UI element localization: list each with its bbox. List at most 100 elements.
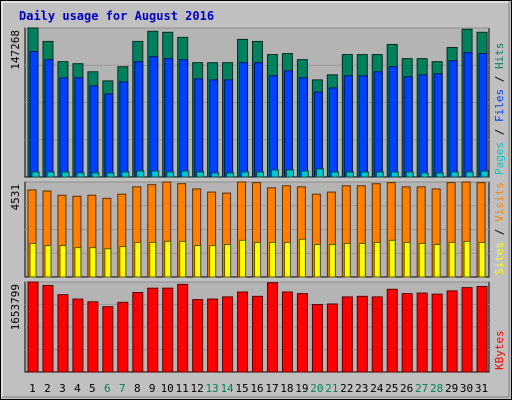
bar-sites-day-11 — [179, 240, 187, 278]
bar-kbytes-day-9 — [147, 287, 159, 373]
bar-pages-day-9 — [151, 170, 160, 178]
panel-3: 1653799 — [9, 281, 490, 373]
bar-kbytes-day-25 — [386, 288, 398, 373]
bar-files-day-3 — [59, 77, 69, 178]
x-tick-label-day-26: 26 — [400, 382, 413, 395]
bar-pages-day-11 — [181, 170, 190, 178]
bar-kbytes-day-2 — [42, 284, 54, 373]
bar-kbytes-day-19 — [296, 293, 308, 373]
bar-pages-day-23 — [360, 171, 369, 178]
x-tick-label-day-27: 27 — [415, 382, 428, 395]
bar-pages-day-25 — [390, 171, 399, 178]
bar-sites-day-9 — [149, 241, 157, 278]
bar-sites-day-1 — [29, 242, 37, 278]
bar-files-day-11 — [179, 59, 189, 178]
bar-kbytes-day-22 — [341, 296, 353, 373]
bar-files-day-25 — [388, 66, 398, 178]
x-tick-label-day-11: 11 — [176, 382, 189, 395]
bar-files-day-22 — [343, 75, 353, 178]
bar-pages-day-24 — [375, 171, 384, 178]
bar-kbytes-day-12 — [192, 299, 204, 373]
bar-kbytes-day-18 — [281, 291, 293, 373]
bar-kbytes-day-7 — [117, 301, 129, 373]
bar-sites-day-2 — [44, 245, 52, 278]
bar-sites-day-26 — [403, 241, 411, 278]
bar-kbytes-day-24 — [371, 296, 383, 373]
bar-sites-day-21 — [328, 244, 336, 278]
bar-sites-day-6 — [104, 248, 112, 278]
x-tick-label-day-17: 17 — [265, 382, 278, 395]
bar-files-day-30 — [463, 52, 473, 178]
bar-files-day-27 — [418, 74, 428, 178]
bar-kbytes-day-31 — [476, 286, 488, 373]
bar-kbytes-day-17 — [266, 282, 278, 373]
bar-sites-day-12 — [194, 245, 202, 278]
bar-sites-day-13 — [209, 245, 217, 278]
x-tick-label-day-19: 19 — [295, 382, 308, 395]
x-tick-label-day-29: 29 — [445, 382, 458, 395]
bar-pages-day-22 — [345, 171, 354, 178]
bar-kbytes-day-30 — [461, 287, 473, 373]
x-tick-label-day-28: 28 — [430, 382, 443, 395]
bar-pages-day-1 — [31, 171, 40, 178]
bar-kbytes-day-11 — [177, 283, 189, 373]
bar-sites-day-4 — [74, 247, 82, 278]
bar-kbytes-day-6 — [102, 306, 114, 373]
bar-pages-day-20 — [315, 168, 324, 178]
bar-sites-day-3 — [59, 245, 67, 278]
x-tick-label-day-30: 30 — [460, 382, 473, 395]
bar-kbytes-day-27 — [416, 292, 428, 373]
bar-pages-day-19 — [300, 170, 309, 178]
x-tick-label-day-21: 21 — [325, 382, 338, 395]
bar-sites-day-17 — [268, 241, 276, 278]
bar-files-day-1 — [29, 51, 39, 178]
bar-kbytes-day-15 — [237, 291, 249, 373]
bar-files-day-28 — [433, 73, 443, 178]
bar-files-day-14 — [224, 79, 234, 178]
x-tick-label-day-1: 1 — [29, 382, 36, 395]
bar-pages-day-29 — [450, 171, 459, 178]
bar-pages-day-12 — [196, 171, 205, 178]
bar-pages-day-16 — [256, 171, 265, 178]
x-axis-labels: 1 2 3 4 5 6 7 8 9 10 11 12 13 14 15 16 17 18 19 20 21 22 23 24 2… — [29, 382, 488, 395]
bar-kbytes-day-10 — [162, 287, 174, 373]
bar-pages-day-28 — [435, 172, 444, 178]
bar-kbytes-day-21 — [326, 303, 338, 373]
bar-sites-day-15 — [239, 239, 247, 278]
x-tick-label-day-4: 4 — [74, 382, 81, 395]
x-tick-label-day-6: 6 — [104, 382, 111, 395]
legend-panel-3: KBytes — [493, 330, 506, 370]
panels-group: 147268 4531 1653799 — [9, 27, 490, 373]
bar-pages-day-26 — [405, 171, 414, 178]
bar-kbytes-day-3 — [57, 294, 69, 373]
legend-separator: / — [493, 222, 506, 242]
bar-files-day-12 — [194, 78, 204, 178]
bar-pages-day-8 — [136, 170, 145, 178]
bar-pages-day-18 — [285, 169, 294, 178]
x-tick-label-day-14: 14 — [220, 382, 234, 395]
legend-panel-2: Sites / Visits — [493, 182, 506, 275]
bar-pages-day-13 — [211, 172, 220, 178]
bar-pages-day-2 — [46, 171, 55, 178]
bar-files-day-4 — [74, 77, 84, 178]
bar-files-day-2 — [44, 59, 54, 178]
bar-sites-day-25 — [388, 239, 396, 278]
bar-files-day-31 — [478, 53, 488, 178]
bar-pages-day-7 — [121, 171, 130, 178]
x-tick-label-day-24: 24 — [370, 382, 384, 395]
bar-files-day-18 — [283, 70, 293, 178]
bar-kbytes-day-5 — [87, 301, 99, 373]
bar-kbytes-day-4 — [72, 298, 84, 373]
panel-1: 147268 — [9, 27, 490, 178]
bar-files-day-24 — [373, 71, 383, 178]
bar-sites-day-14 — [224, 244, 232, 278]
legend-item-sites: Sites — [493, 242, 506, 275]
bar-pages-day-15 — [241, 171, 250, 178]
x-tick-label-day-7: 7 — [119, 382, 126, 395]
legend-item-kbytes: KBytes — [493, 330, 506, 370]
x-tick-label-day-13: 13 — [205, 382, 218, 395]
bar-pages-day-17 — [270, 169, 279, 178]
bar-kbytes-day-14 — [222, 296, 234, 373]
bar-files-day-17 — [268, 75, 278, 178]
y-axis-max-label: 147268 — [9, 30, 22, 70]
